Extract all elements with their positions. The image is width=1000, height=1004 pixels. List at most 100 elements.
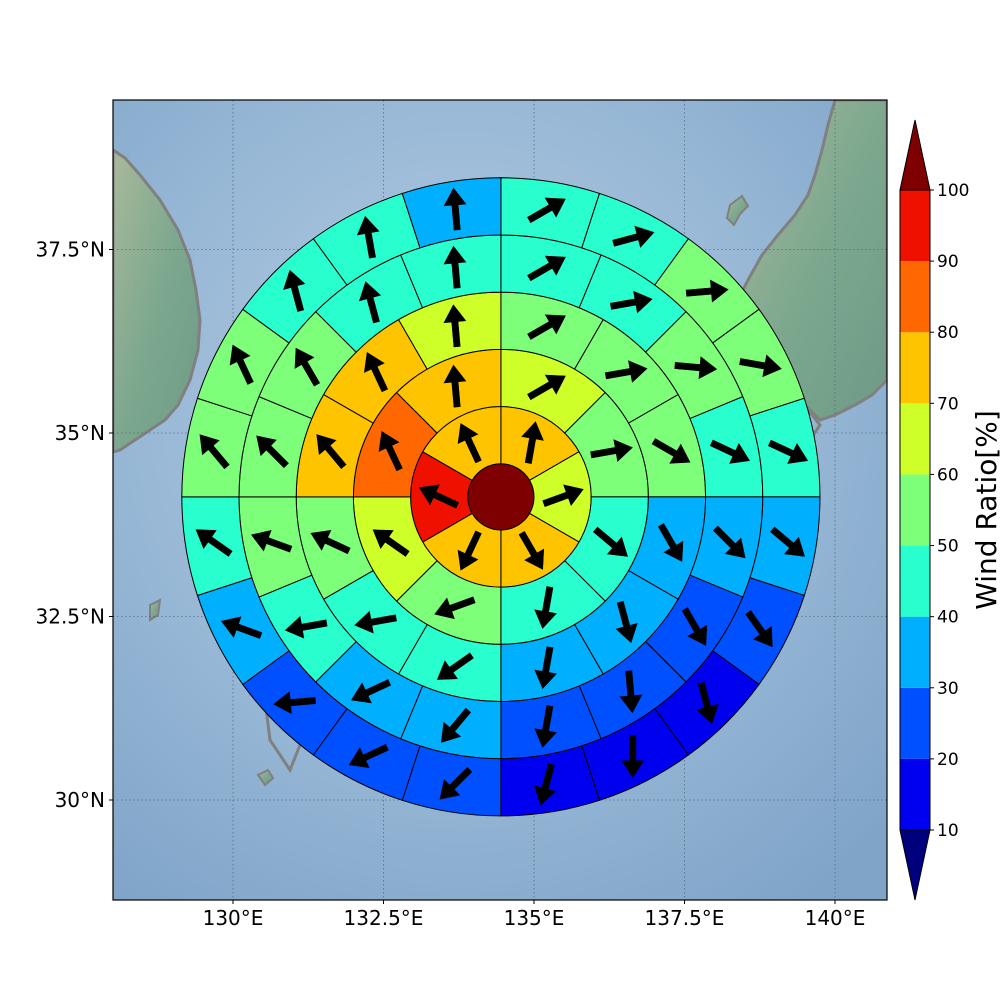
wind-arrow xyxy=(443,187,467,231)
colorbar-segment xyxy=(900,190,930,262)
x-tick-label: 140°E xyxy=(805,906,866,930)
x-tick-label: 135°E xyxy=(504,906,565,930)
wind-arrow xyxy=(739,354,782,378)
y-tick-label: 30°N xyxy=(55,788,105,812)
tsushima-island xyxy=(149,598,162,622)
colorbar-segment xyxy=(900,403,930,475)
colorbar-tick-label: 100 xyxy=(937,181,969,201)
y-tick-label: 32.5°N xyxy=(36,605,106,629)
wind-arrow xyxy=(612,225,655,248)
wind-arrow xyxy=(615,600,638,644)
wind-arrow xyxy=(354,610,397,634)
colorbar-tick-label: 20 xyxy=(937,750,959,770)
wind-arrow xyxy=(443,364,467,408)
wind-arrow xyxy=(681,607,708,646)
wind-arrow xyxy=(745,610,773,648)
wind-arrow xyxy=(418,484,459,509)
wind-arrow xyxy=(284,615,328,639)
wind-arrow xyxy=(604,360,648,383)
colorbar-segment xyxy=(900,332,930,404)
wind-arrow xyxy=(767,439,809,464)
map-frame xyxy=(112,99,888,901)
wind-arrow xyxy=(316,434,347,470)
colorbar-under-triangle xyxy=(899,829,931,901)
wind-arrow xyxy=(378,431,403,472)
colorbar: 10 20 30 40 50 60 70 80 90 100 Wind Ratio[%] xyxy=(899,119,1000,901)
colorbar-label: Wind Ratio[%] xyxy=(970,410,1000,610)
yakushima-island xyxy=(256,768,275,787)
colorbar-segment xyxy=(900,545,930,617)
wind-arrow xyxy=(356,215,380,259)
wind-arrow xyxy=(440,707,472,743)
colorbar-tick-label: 80 xyxy=(937,323,959,343)
wind-arrow xyxy=(593,526,628,557)
wind-arrow xyxy=(534,705,557,748)
colorbar-tick-label: 30 xyxy=(937,679,959,699)
wind-arrow xyxy=(696,681,719,724)
wind-arrow xyxy=(619,670,643,714)
wind-arrow xyxy=(609,290,653,314)
wind-arrow xyxy=(590,439,633,462)
wind-arrow xyxy=(250,529,293,553)
wind-arrow xyxy=(220,616,263,639)
wind-arrow xyxy=(195,529,233,557)
wind-arrow xyxy=(534,763,557,806)
wind-arrows xyxy=(195,187,809,806)
wind-arrow xyxy=(457,530,482,571)
wind-arrow xyxy=(542,484,584,508)
ratio-sector xyxy=(401,177,502,249)
wind-arrow xyxy=(685,279,729,303)
wind-arrow xyxy=(657,523,684,562)
wind-arrow xyxy=(443,304,467,348)
wind-arrow xyxy=(310,530,351,555)
x-axis-ticks: 130°E 132.5°E 135°E 137.5°E 140°E xyxy=(203,900,866,930)
colorbar-tick-label: 40 xyxy=(937,608,959,628)
colorbar-over-triangle xyxy=(899,119,931,191)
wind-arrow xyxy=(527,255,566,282)
wind-arrow xyxy=(527,374,566,401)
wind-arrow xyxy=(436,652,474,680)
wind-arrow xyxy=(443,245,467,289)
x-tick-label: 137.5°E xyxy=(645,906,725,930)
wind-arrow xyxy=(358,281,382,324)
x-tick-label: 130°E xyxy=(203,906,264,930)
wind-arrow xyxy=(651,438,691,464)
wind-arrow xyxy=(709,439,751,464)
wind-arrow xyxy=(363,351,389,393)
colorbar-tick-label: 50 xyxy=(937,537,959,557)
wind-arrow xyxy=(770,526,805,557)
wind-arrow xyxy=(527,314,566,340)
ratio-sectors xyxy=(181,177,821,817)
wind-arrow xyxy=(534,646,557,690)
colorbar-segment xyxy=(900,616,930,688)
wind-arrow xyxy=(294,347,321,387)
y-axis-ticks: 30°N 32.5°N 35°N 37.5°N xyxy=(36,238,113,812)
sado-island xyxy=(725,194,750,227)
colorbar-segment xyxy=(900,474,930,546)
x-tick-label: 132.5°E xyxy=(344,906,424,930)
colorbar-tick-label: 70 xyxy=(937,394,959,414)
colorbar-tick-label: 10 xyxy=(937,821,959,841)
wind-arrow xyxy=(199,434,230,470)
wind-arrow xyxy=(521,421,544,464)
colorbar-segment xyxy=(900,687,930,759)
colorbar-tick-label: 60 xyxy=(937,465,959,485)
wind-arrow xyxy=(256,435,289,469)
wind-arrow xyxy=(372,529,410,557)
wind-arrow xyxy=(348,743,389,769)
y-tick-label: 37.5°N xyxy=(36,238,106,262)
colorbar-tick-label: 90 xyxy=(937,252,959,272)
wind-arrow xyxy=(534,586,557,629)
wind-arrow xyxy=(712,525,746,559)
wind-arrow xyxy=(457,423,482,464)
y-tick-label: 35°N xyxy=(55,421,105,445)
wind-arrow xyxy=(434,596,476,620)
colorbar-segment xyxy=(900,261,930,333)
wind-arrow xyxy=(527,197,566,224)
wind-arrow xyxy=(518,531,545,570)
korea-landmass xyxy=(113,148,202,454)
wind-arrow xyxy=(283,269,306,312)
wind-arrow xyxy=(674,356,718,380)
